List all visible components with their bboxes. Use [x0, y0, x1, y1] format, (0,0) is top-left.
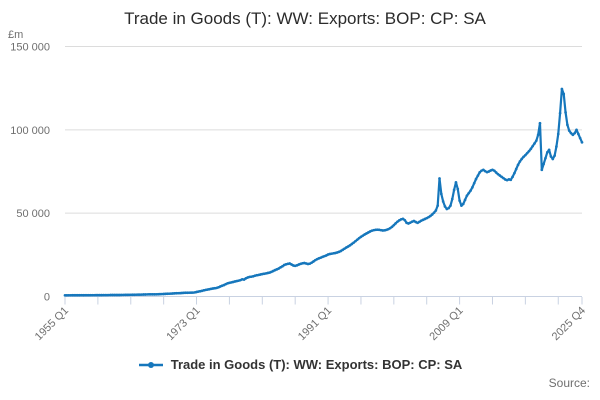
series-point[interactable]: [567, 129, 571, 133]
x-axis-tick-label: 1973 Q1: [164, 305, 202, 343]
series-point[interactable]: [527, 149, 531, 153]
series-point[interactable]: [538, 121, 542, 125]
series-point[interactable]: [553, 154, 556, 158]
series-point[interactable]: [355, 238, 359, 242]
series-point[interactable]: [447, 206, 450, 210]
series-point[interactable]: [432, 211, 436, 215]
series-point[interactable]: [436, 204, 440, 208]
y-axis-tick-label: 0: [44, 292, 50, 304]
legend-item[interactable]: Trade in Goods (T): WW: Exports: BOP: CP…: [0, 357, 600, 372]
series-point[interactable]: [534, 139, 538, 143]
series-point[interactable]: [551, 157, 555, 161]
series-point[interactable]: [560, 87, 564, 91]
series-point[interactable]: [571, 133, 575, 137]
series-point[interactable]: [390, 225, 394, 229]
series-point[interactable]: [536, 133, 540, 137]
series-point[interactable]: [578, 136, 582, 140]
series-point[interactable]: [476, 174, 480, 178]
series-point[interactable]: [478, 170, 482, 174]
series-point[interactable]: [471, 185, 474, 189]
legend-line-marker-icon: [138, 361, 163, 368]
x-axis-tick-label: 1991 Q1: [296, 305, 334, 343]
series-point[interactable]: [454, 180, 458, 184]
series-point[interactable]: [467, 191, 471, 195]
x-axis-tick-labels: 1955 Q1 1973 Q1 1991 Q1 2009 Q1 2025 Q4: [33, 305, 588, 343]
series-point[interactable]: [555, 145, 558, 148]
series-point[interactable]: [452, 188, 456, 192]
series-point[interactable]: [456, 187, 460, 191]
series-point[interactable]: [429, 214, 432, 218]
y-axis-tick-label: 50 000: [16, 208, 50, 220]
series-point[interactable]: [549, 155, 553, 158]
series-point[interactable]: [438, 177, 441, 180]
series-point[interactable]: [513, 171, 516, 175]
series-point[interactable]: [542, 162, 545, 166]
x-axis: [64, 296, 583, 305]
series-point[interactable]: [533, 142, 536, 145]
series-point[interactable]: [556, 132, 560, 136]
series-point[interactable]: [439, 192, 443, 196]
series-point[interactable]: [511, 175, 514, 179]
series-point[interactable]: [465, 194, 469, 198]
series-point[interactable]: [514, 167, 518, 171]
series-point[interactable]: [354, 239, 357, 243]
series-point[interactable]: [434, 209, 438, 212]
series-point[interactable]: [558, 111, 562, 115]
y-axis-tick-labels: 150 000 100 000 50 000 0: [10, 42, 50, 304]
series-point[interactable]: [577, 132, 580, 136]
series-point[interactable]: [569, 131, 573, 135]
series-point[interactable]: [443, 205, 447, 208]
series-point[interactable]: [403, 218, 407, 222]
series-point[interactable]: [449, 204, 452, 208]
x-axis-tick-label: 2025 Q4: [550, 305, 588, 343]
series-point[interactable]: [573, 131, 577, 135]
series-point[interactable]: [463, 198, 467, 202]
series-point[interactable]: [509, 178, 513, 182]
series-point[interactable]: [524, 153, 527, 157]
series-point[interactable]: [430, 213, 434, 216]
series-point[interactable]: [474, 177, 478, 181]
series-point[interactable]: [562, 92, 566, 96]
y-axis-tick-label: 100 000: [10, 125, 50, 137]
series-point[interactable]: [566, 123, 569, 127]
source-label: Source:: [548, 376, 590, 390]
series-point[interactable]: [518, 160, 522, 163]
series-point[interactable]: [580, 140, 584, 144]
series-point[interactable]: [494, 171, 498, 174]
series-point[interactable]: [352, 241, 355, 245]
series-line[interactable]: [63, 87, 584, 297]
y-axis-tick-label: 150 000: [10, 42, 50, 54]
series-point[interactable]: [469, 189, 472, 193]
series-point[interactable]: [544, 156, 547, 160]
chart-title: Trade in Goods (T): WW: Exports: BOP: CP…: [124, 9, 486, 28]
legend-label: Trade in Goods (T): WW: Exports: BOP: CP…: [170, 357, 463, 372]
series-point[interactable]: [545, 150, 549, 154]
series-point[interactable]: [547, 148, 551, 152]
x-axis-tick-label: 1955 Q1: [33, 305, 71, 343]
series-point[interactable]: [540, 168, 544, 172]
series-point[interactable]: [441, 200, 445, 203]
y-axis-unit-label: £m: [8, 29, 23, 41]
series-point[interactable]: [564, 110, 567, 114]
gridlines: [65, 46, 582, 214]
series-point[interactable]: [394, 221, 398, 225]
series-point[interactable]: [516, 163, 520, 167]
series-point[interactable]: [529, 147, 533, 151]
series-point[interactable]: [520, 157, 524, 161]
series-point[interactable]: [575, 128, 578, 132]
series-point[interactable]: [472, 181, 476, 185]
series-point[interactable]: [522, 155, 525, 159]
series-point[interactable]: [392, 223, 396, 227]
series-point[interactable]: [450, 197, 454, 201]
series-point[interactable]: [531, 144, 535, 148]
series-point[interactable]: [461, 202, 465, 206]
x-axis-tick-label: 2009 Q1: [427, 305, 465, 343]
series-point[interactable]: [492, 169, 496, 173]
series-point[interactable]: [458, 199, 461, 203]
series-point[interactable]: [460, 204, 463, 208]
series-trade-in-goods-line[interactable]: [63, 87, 584, 297]
series-point[interactable]: [525, 151, 529, 155]
